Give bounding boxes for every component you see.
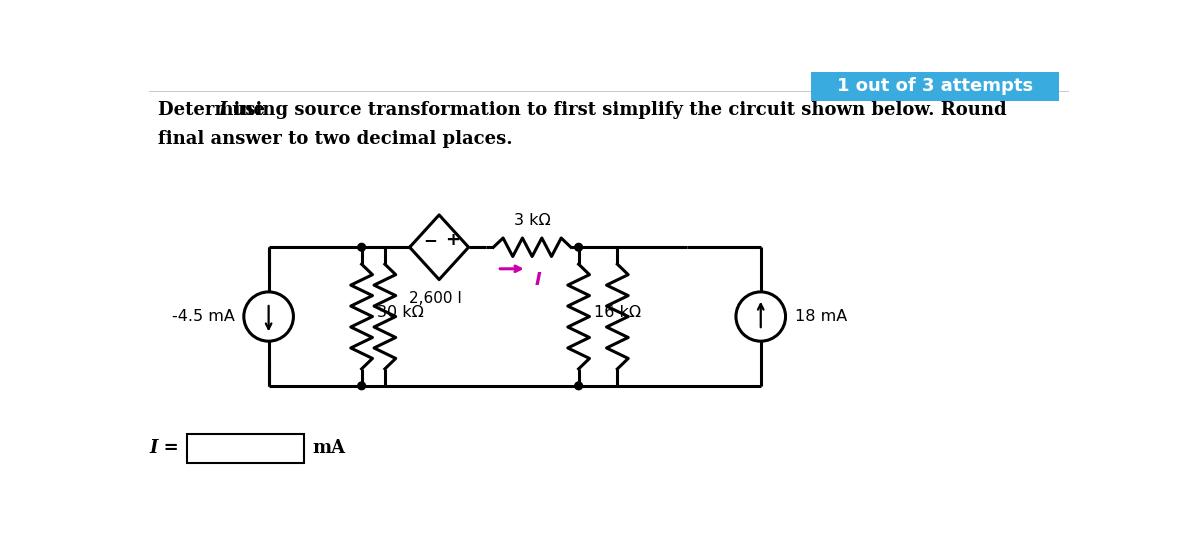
Text: −: −: [423, 230, 437, 248]
Text: using source transformation to first simplify the circuit shown below. Round: using source transformation to first sim…: [227, 101, 1007, 119]
Circle shape: [575, 244, 582, 251]
Text: 3 kΩ: 3 kΩ: [513, 213, 550, 228]
Text: I: I: [219, 101, 227, 119]
Circle shape: [575, 382, 582, 390]
FancyBboxPatch shape: [811, 72, 1060, 101]
Circle shape: [358, 382, 366, 390]
Text: 30 kΩ: 30 kΩ: [377, 305, 424, 320]
Text: Determine: Determine: [158, 101, 271, 119]
Text: 2,600 I: 2,600 I: [409, 291, 462, 306]
Text: 18 mA: 18 mA: [795, 309, 847, 324]
Text: final answer to two decimal places.: final answer to two decimal places.: [158, 130, 512, 148]
FancyBboxPatch shape: [188, 434, 303, 463]
Text: I =: I =: [150, 439, 179, 457]
Text: 1 out of 3 attempts: 1 out of 3 attempts: [838, 78, 1034, 96]
Text: 16 kΩ: 16 kΩ: [594, 305, 642, 320]
Circle shape: [358, 244, 366, 251]
Text: -4.5 mA: -4.5 mA: [171, 309, 234, 324]
Text: mA: mA: [312, 439, 346, 457]
Text: I: I: [535, 271, 542, 289]
Text: +: +: [446, 230, 461, 248]
